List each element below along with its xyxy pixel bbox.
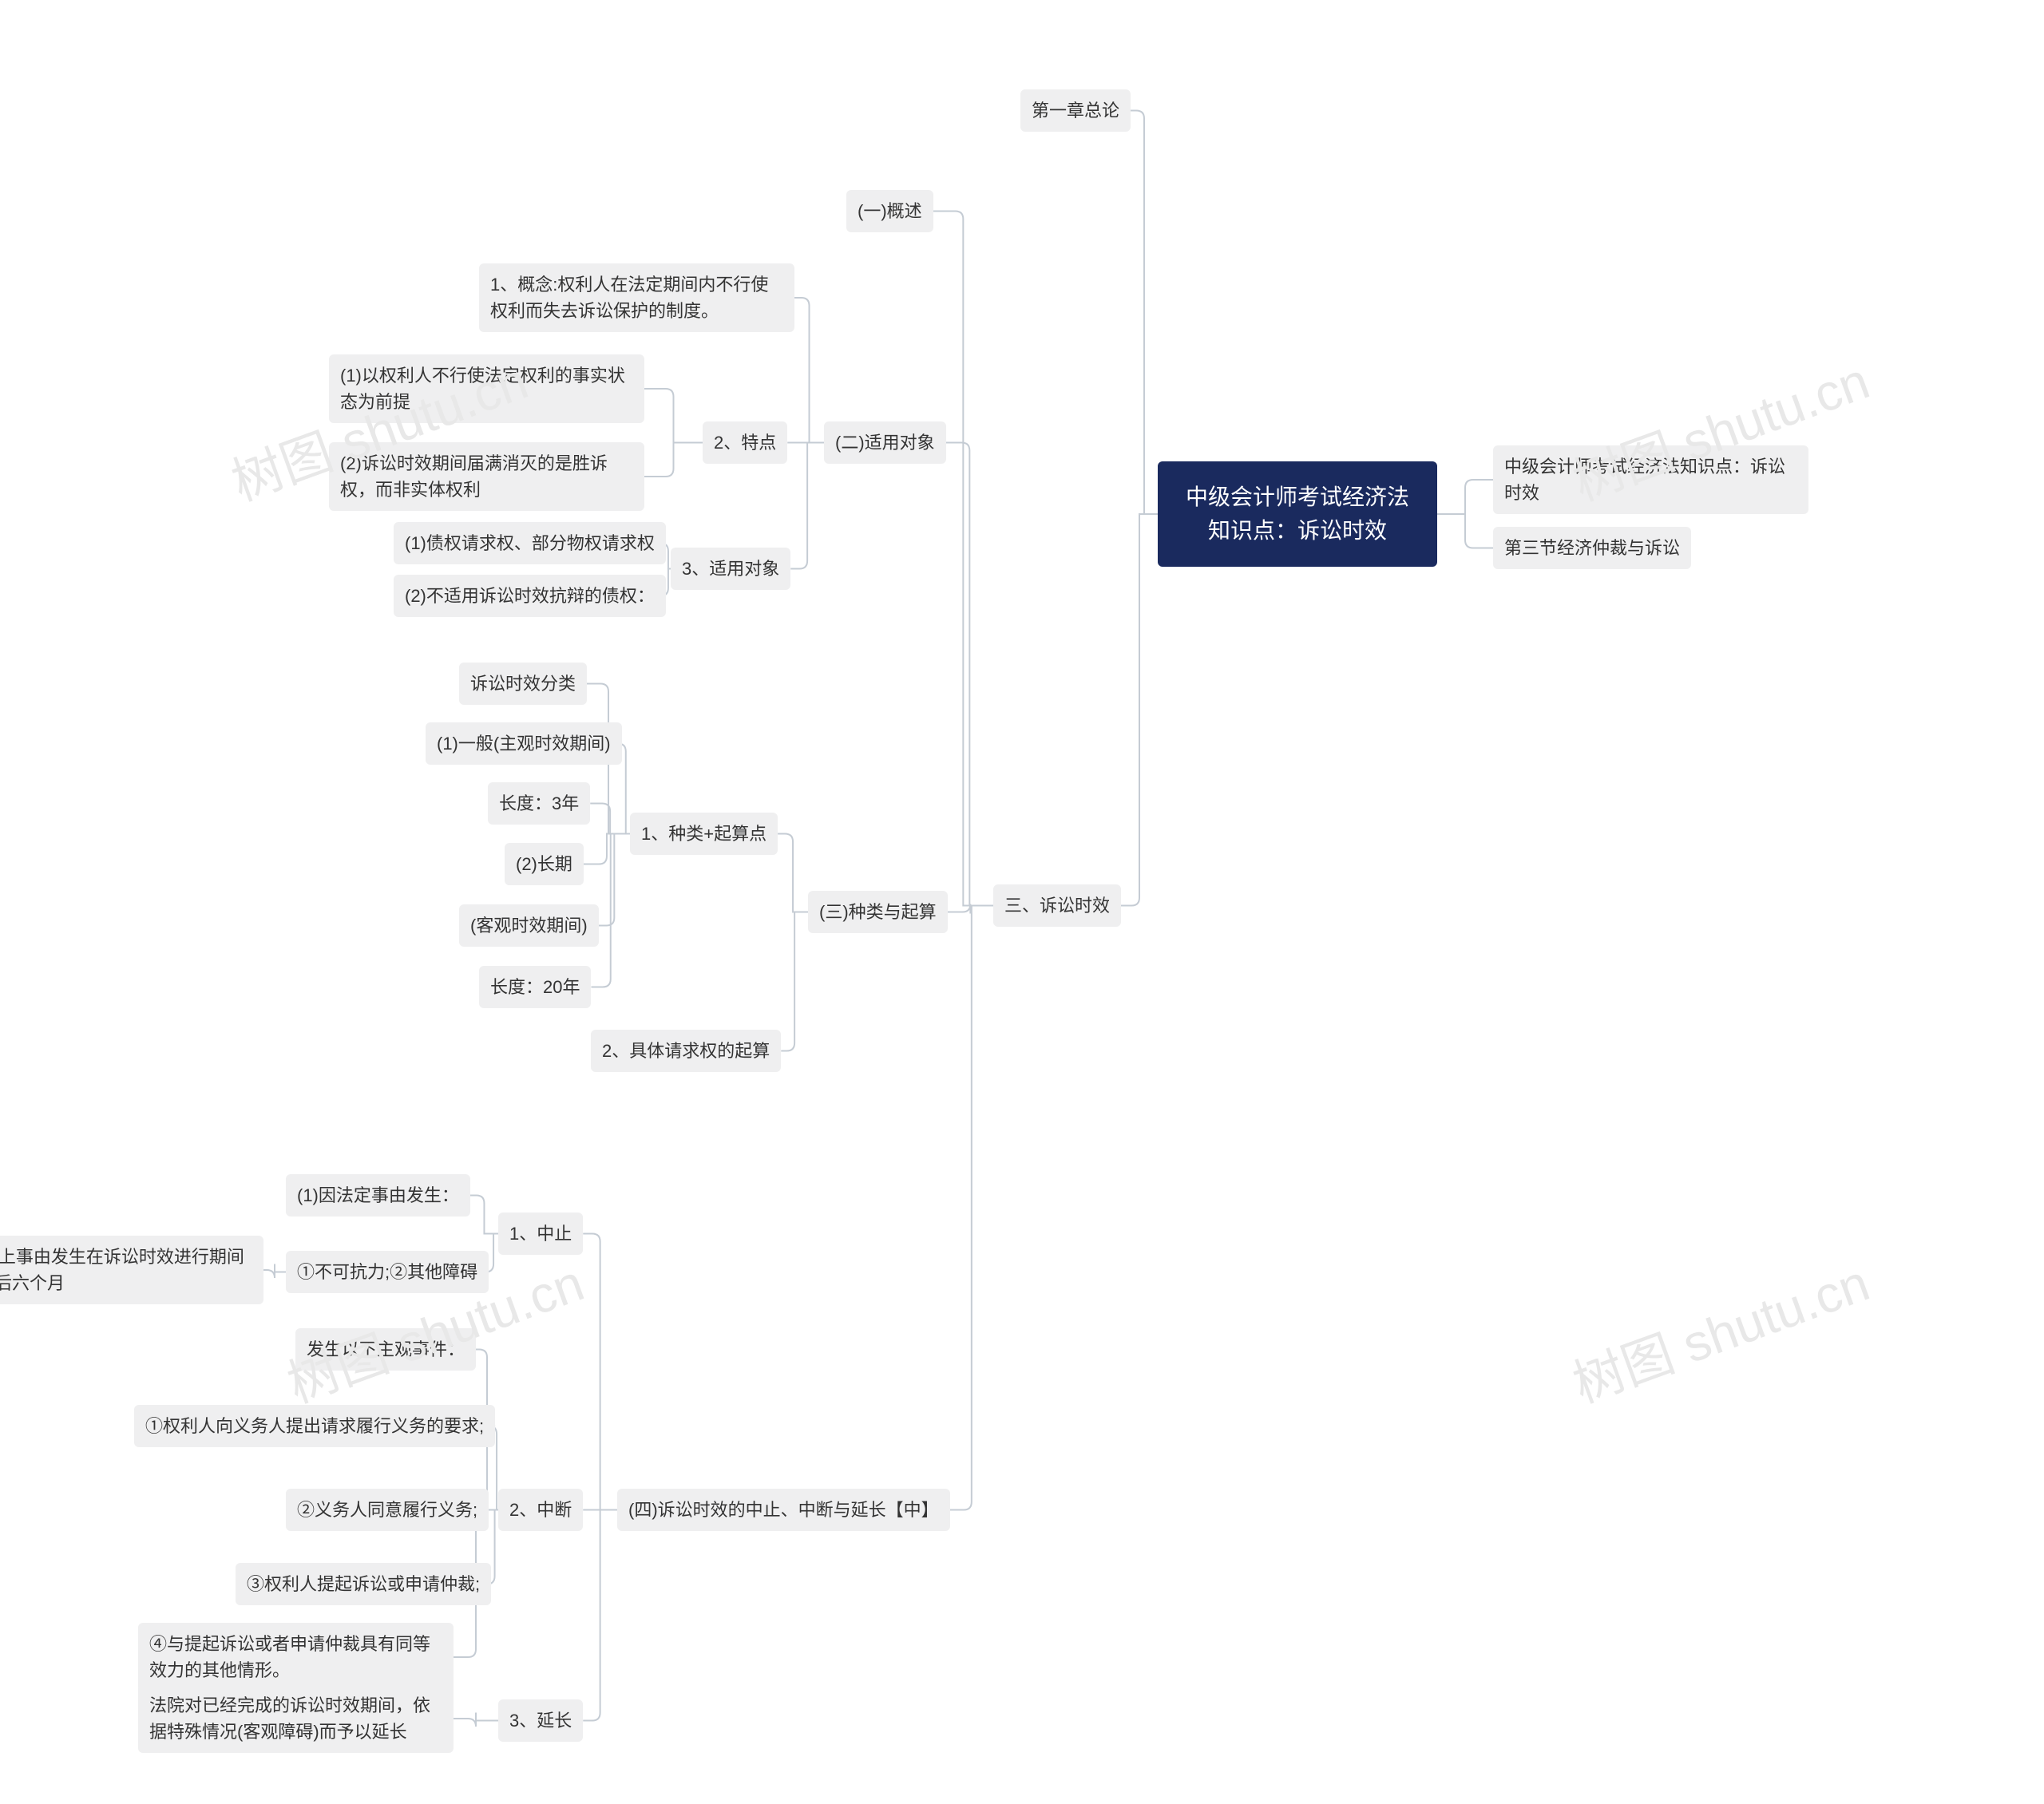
node-label: (2)诉讼时效期间届满消灭的是胜诉权，而非实体权利	[340, 453, 608, 500]
node-l2222: (2)诉讼时效期间届满消灭的是胜诉权，而非实体权利	[329, 442, 644, 511]
node-l1: 第一章总论	[1020, 89, 1131, 132]
node-label: (一)概述	[858, 201, 922, 221]
node-label: 3、延长	[509, 1711, 572, 1731]
node-label: (2)长期	[516, 854, 572, 874]
node-l2411: (1)因法定事由发生：	[286, 1174, 470, 1217]
edge	[950, 906, 993, 1510]
node-l2412: ①不可抗力;②其他障碍	[286, 1251, 489, 1293]
edge	[1131, 111, 1158, 515]
edge	[583, 1234, 617, 1510]
edge	[644, 389, 703, 443]
node-label: ①权利人向义务人提出请求履行义务的要求;	[145, 1416, 484, 1436]
edge	[778, 834, 808, 912]
edge	[583, 1510, 617, 1721]
node-l2314: (2)长期	[505, 843, 584, 885]
node-l221: 1、概念:权利人在法定期间内不行使权利而失去诉讼保护的制度。	[479, 263, 794, 332]
node-label: ②义务人同意履行义务;	[297, 1500, 477, 1520]
node-r2: 第三节经济仲裁与诉讼	[1493, 527, 1691, 569]
node-label: 1、中止	[509, 1224, 572, 1244]
node-l2312: (1)一般(主观时效期间)	[426, 722, 622, 765]
node-label: (1)以权利人不行使法定权利的事实状态为前提	[340, 366, 625, 412]
node-label: ①不可抗力;②其他障碍	[297, 1262, 477, 1282]
node-label: 1、种类+起算点	[641, 824, 766, 844]
node-l2431: 法院对已经完成的诉讼时效期间，依据特殊情况(客观障碍)而予以延长	[138, 1684, 454, 1753]
edge	[644, 443, 703, 477]
node-label: 第三节经济仲裁与诉讼	[1504, 538, 1680, 558]
edge	[781, 912, 808, 1051]
edge	[933, 212, 993, 906]
node-label: (客观时效期间)	[470, 916, 588, 936]
edge	[948, 904, 993, 914]
node-label: 1、概念:权利人在法定期间内不行使权利而失去诉讼保护的制度。	[490, 275, 768, 321]
node-l2232: (2)不适用诉讼时效抗辩的债权：	[394, 575, 666, 617]
node-label: (2)以上事由发生在诉讼时效进行期间的最后六个月	[0, 1247, 244, 1293]
node-label: 长度：3年	[499, 793, 579, 813]
node-l2316: 长度：20年	[479, 966, 591, 1008]
node-label: (四)诉讼时效的中止、中断与延长【中】	[628, 1500, 939, 1520]
node-l243: 3、延长	[498, 1699, 583, 1742]
node-l23: (三)种类与起算	[808, 891, 948, 933]
edge	[794, 298, 824, 443]
node-l241: 1、中止	[498, 1213, 583, 1255]
node-label: 中级会计师考试经济法知识点：诉讼时效	[1186, 485, 1409, 543]
node-label: (1)债权请求权、部分物权请求权	[405, 533, 655, 553]
node-label: 2、特点	[714, 433, 776, 453]
node-label: 三、诉讼时效	[1004, 896, 1110, 916]
node-l231: 1、种类+起算点	[630, 813, 778, 855]
node-l2423: ②义务人同意履行义务;	[286, 1489, 489, 1531]
node-r1: 中级会计师考试经济法知识点：诉讼时效	[1493, 445, 1808, 514]
node-l2421: 发生以下主观事件：	[295, 1328, 476, 1371]
edge	[1437, 480, 1493, 514]
node-label: (二)适用对象	[835, 433, 935, 453]
node-label: ③权利人提起诉讼或申请仲裁;	[247, 1574, 480, 1594]
node-l2422: ①权利人向义务人提出请求履行义务的要求;	[134, 1405, 495, 1447]
edge	[454, 1713, 498, 1727]
node-l24: (四)诉讼时效的中止、中断与延长【中】	[617, 1489, 950, 1531]
edge	[470, 1196, 498, 1234]
node-l24121: (2)以上事由发生在诉讼时效进行期间的最后六个月	[0, 1236, 263, 1304]
edge	[599, 834, 630, 926]
node-l2311: 诉讼时效分类	[459, 663, 587, 705]
node-l2: 三、诉讼时效	[993, 884, 1121, 927]
node-label: 发生以下主观事件：	[307, 1339, 465, 1359]
node-l232: 2、具体请求权的起算	[591, 1030, 781, 1072]
node-l2315: (客观时效期间)	[459, 904, 599, 947]
node-label: ④与提起诉讼或者申请仲裁具有同等效力的其他情形。	[149, 1634, 430, 1680]
node-label: (2)不适用诉讼时效抗辩的债权：	[405, 586, 655, 606]
node-label: 2、中断	[509, 1500, 572, 1520]
node-label: 第一章总论	[1032, 101, 1119, 121]
node-label: (1)一般(主观时效期间)	[437, 734, 611, 754]
node-l2313: 长度：3年	[488, 782, 590, 825]
node-label: 中级会计师考试经济法知识点：诉讼时效	[1504, 457, 1785, 503]
node-label: 长度：20年	[490, 977, 580, 997]
watermark: 树图 shutu.cn	[1562, 1242, 1878, 1417]
node-l21: (一)概述	[846, 190, 933, 232]
edge	[263, 1264, 286, 1279]
node-l223: 3、适用对象	[671, 548, 790, 590]
node-l2424: ③权利人提起诉讼或申请仲裁;	[236, 1563, 491, 1605]
node-label: (三)种类与起算	[819, 902, 937, 922]
node-l2425: ④与提起诉讼或者申请仲裁具有同等效力的其他情形。	[138, 1623, 454, 1691]
node-label: 3、适用对象	[682, 559, 779, 579]
node-l2221: (1)以权利人不行使法定权利的事实状态为前提	[329, 354, 644, 423]
node-l22: (二)适用对象	[824, 421, 946, 464]
edge	[1437, 514, 1493, 548]
edge	[584, 834, 630, 864]
node-label: 法院对已经完成的诉讼时效期间，依据特殊情况(客观障碍)而予以延长	[149, 1695, 430, 1742]
node-l222: 2、特点	[703, 421, 787, 464]
edge	[790, 443, 824, 569]
edge	[946, 443, 993, 906]
node-root: 中级会计师考试经济法知识点：诉讼时效	[1158, 461, 1437, 567]
node-l242: 2、中断	[498, 1489, 583, 1531]
edge	[590, 804, 630, 834]
node-l2231: (1)债权请求权、部分物权请求权	[394, 522, 666, 564]
edge	[1121, 514, 1158, 906]
node-label: (1)因法定事由发生：	[297, 1185, 459, 1205]
node-label: 2、具体请求权的起算	[602, 1041, 770, 1061]
node-label: 诉讼时效分类	[470, 674, 576, 694]
